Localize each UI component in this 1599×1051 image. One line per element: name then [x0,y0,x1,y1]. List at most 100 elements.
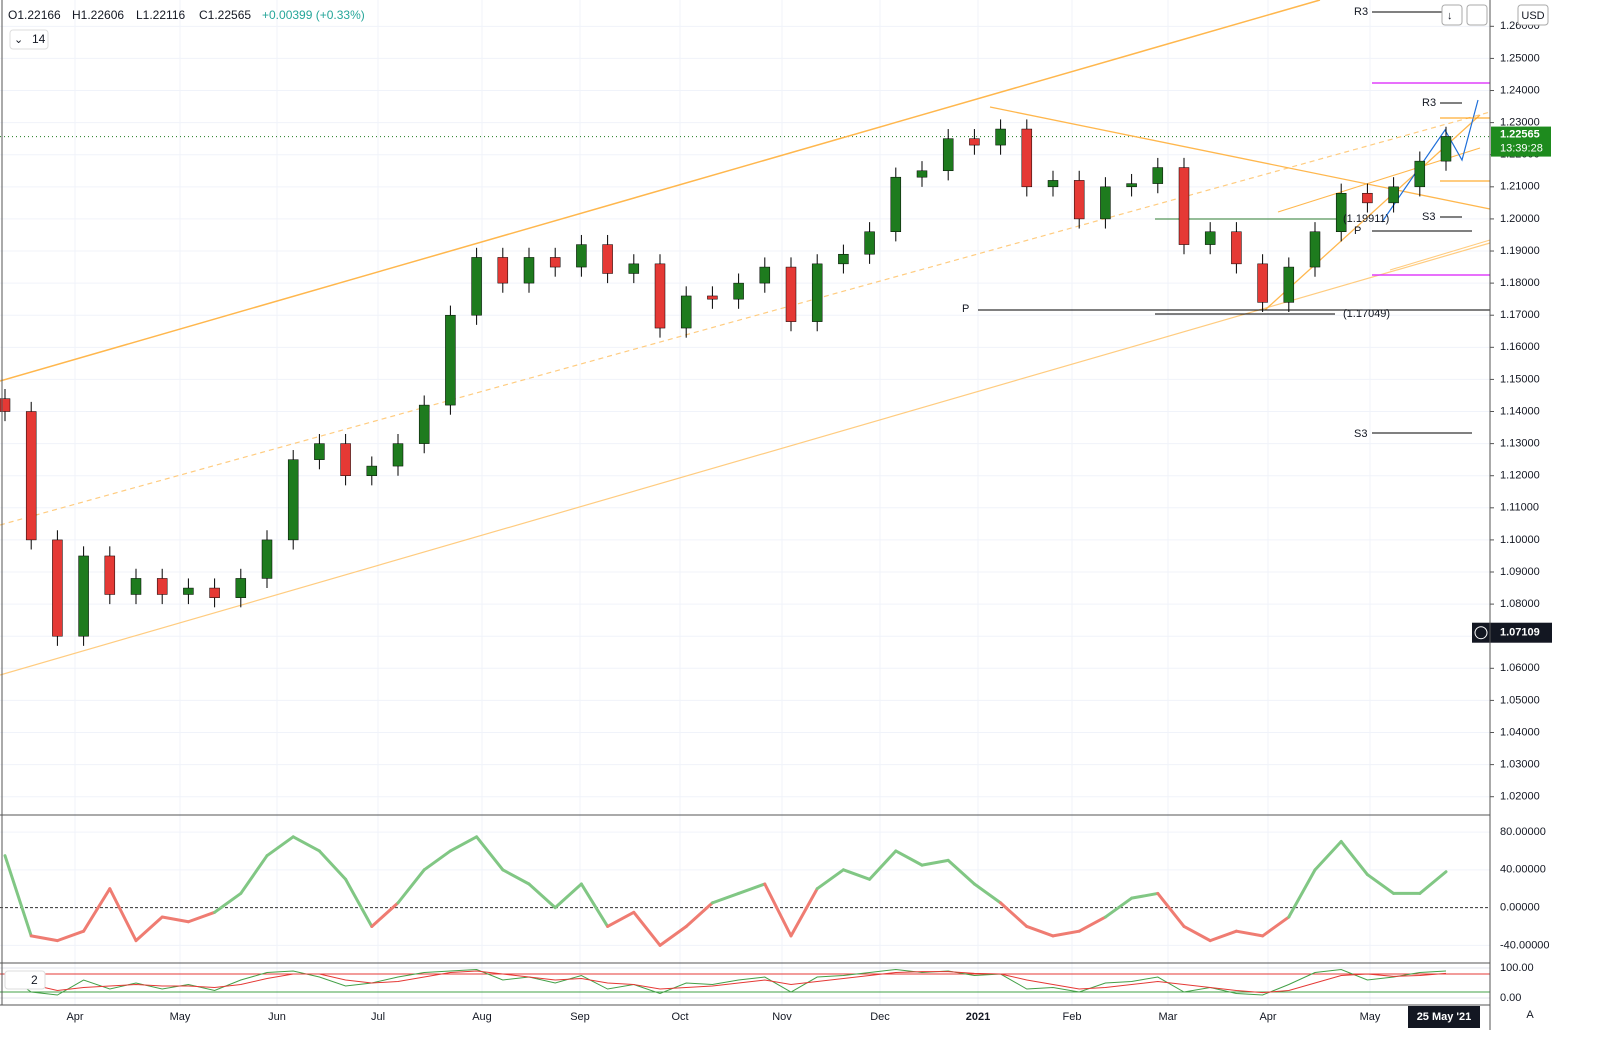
oscillator-segment [213,891,243,914]
y-tick-label: 1.21000 [1500,181,1540,193]
oscillator-segment [1365,873,1396,895]
candle-body [707,295,718,300]
drawings [0,0,1491,676]
oscillator-segment [1287,868,1317,919]
oscillator-segment [632,910,662,947]
oscillator-segment [1418,870,1448,895]
pivot-label: S3 [1354,428,1367,440]
scroll-button[interactable] [1441,4,1463,26]
oscillator-segment [186,910,217,924]
oscillator-segment [658,924,688,947]
candle-body [1283,266,1295,303]
x-tick-label: Feb [1063,1011,1082,1023]
y-tick-label: 1.08000 [1500,598,1540,610]
candle-body [340,443,351,476]
ohlc-change: +0.00399 (+0.33%) [262,8,365,22]
y-tick-label: 1.19000 [1500,245,1540,257]
oscillator-segment [291,835,321,853]
x-tick-label: Jul [371,1011,385,1023]
candle-body [523,257,535,284]
y-tick-label: 1.03000 [1500,759,1540,771]
oscillator-segment [3,854,33,938]
y-tick-label: 1.02000 [1500,791,1540,803]
candle-body [1414,160,1426,188]
oscillator-segment [55,929,86,943]
candle-body [183,587,194,595]
candle-body [549,257,561,268]
candle-body [418,404,430,444]
y-tick-label: 1.25000 [1500,52,1540,64]
x-tick-label: Nov [772,1011,792,1023]
candle-body [916,170,928,178]
candle-body [1073,180,1085,220]
candle-body [995,128,1006,146]
candle-body [1362,192,1373,204]
y-tick-label: 0.00 [1500,992,1521,1004]
x-tick-label: Sep [570,1011,590,1023]
candle-body [680,295,692,329]
oscillator-segment [1156,891,1186,928]
auto-scale[interactable]: A [1526,1009,1534,1021]
x-tick-label: Apr [1259,1011,1276,1023]
y-tick-label: 80.00000 [1500,826,1546,838]
ohlc-close: C1.22565 [199,8,251,22]
oscillator-segment [868,849,898,881]
candle-body [811,263,823,322]
grid [0,0,1490,1005]
ohlc-open: O1.22166 [8,8,61,22]
oscillator-segment [841,868,872,881]
oscillator-segment [972,882,1003,905]
x-tick-label: May [170,1011,191,1023]
oscillator-segment [265,835,295,858]
pivot-label: (1.19911) [1343,213,1389,225]
oscillator-segment [239,854,269,895]
indicator-toggle[interactable] [9,29,49,50]
crosshair-price: 1.07109 [1500,627,1540,639]
y-tick-label: 1.13000 [1500,438,1540,450]
candle-body [733,282,744,300]
oscillator-segment [553,882,583,910]
pivot-label: R3 [1422,97,1436,109]
pivot-label: S3 [1422,211,1435,223]
last-price: 1.22565 [1500,128,1540,140]
pivot-label: (1.17049) [1343,308,1390,320]
oscillator-segment [1339,840,1369,877]
currency-button[interactable] [1517,4,1549,26]
x-tick-label: May [1360,1011,1381,1023]
candle-body [1021,128,1033,188]
candle-body [1126,183,1137,188]
oscillator-segment [422,849,452,872]
currency: USD [1521,10,1544,22]
reset-button[interactable] [1466,4,1488,26]
y-tick-label: 1.14000 [1500,405,1540,417]
oscillator-segment [448,835,479,853]
candle-body [602,244,613,274]
y-tick-label: 1.15000 [1500,373,1540,385]
candle-body [287,459,299,541]
oscillator-segment [789,887,819,938]
oscillator-segment [737,882,767,895]
candle-body [1257,263,1268,303]
oscillator-segment [1025,924,1055,938]
oscillator-segment [763,882,793,938]
candle-body [261,539,273,579]
candle-body [25,411,37,541]
oscillator-segment [999,901,1029,928]
stochastic-line [4,968,1447,996]
y-tick-label: 1.12000 [1500,470,1540,482]
oscillator-segment [946,858,976,886]
current-date: 25 May '21 [1417,1011,1472,1023]
pivot-label: P [1354,225,1361,237]
crosshair-plus[interactable] [1474,626,1488,640]
labels: Apr May Jun Jul Aug Sep Oct Nov Dec 2021 Feb Mar Apr… [66,6,1552,1028]
candle-body [576,244,587,268]
indicator-toggle[interactable] [4,970,46,990]
oscillator-segment [1182,924,1212,943]
y-tick-label: 1.23000 [1500,117,1540,129]
y-tick-label: 1.10000 [1500,534,1540,546]
candle-body [1309,231,1321,268]
stochastic-line [4,970,1447,994]
oscillator-segment [29,934,59,943]
